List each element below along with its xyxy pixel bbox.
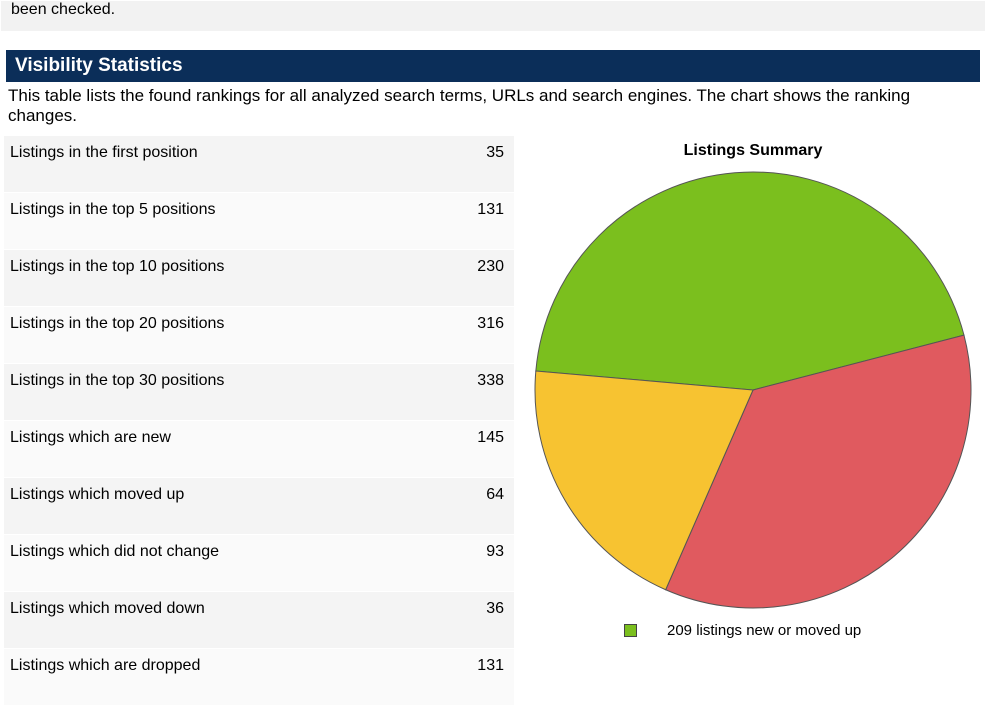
stat-label: Listings in the top 5 positions — [10, 201, 215, 219]
stat-value: 35 — [486, 144, 508, 162]
stat-label: Listings in the top 30 positions — [10, 372, 224, 390]
stat-label: Listings in the first position — [10, 144, 198, 162]
stat-row: Listings in the top 30 positions 338 — [4, 364, 514, 421]
stat-label: Listings which moved up — [10, 486, 184, 504]
stat-value: 145 — [477, 429, 508, 447]
stat-label: Listings which are dropped — [10, 657, 200, 675]
stat-label: Listings in the top 10 positions — [10, 258, 224, 276]
legend-label: 209 listings new or moved up — [667, 622, 861, 639]
previous-section-fragment: been checked. — [0, 0, 986, 32]
stat-value: 338 — [477, 372, 508, 390]
stat-row: Listings which moved down 36 — [4, 592, 514, 649]
section-description: This table lists the found rankings for … — [0, 82, 986, 136]
stat-row: Listings in the top 20 positions 316 — [4, 307, 514, 364]
pie-chart — [533, 170, 973, 610]
stat-value: 316 — [477, 315, 508, 333]
stat-row: Listings which are dropped 131 — [4, 649, 514, 706]
stat-value: 36 — [486, 600, 508, 618]
stat-value: 131 — [477, 201, 508, 219]
section-gap — [0, 32, 986, 50]
legend-swatch — [624, 624, 637, 637]
stat-value: 230 — [477, 258, 508, 276]
stat-row: Listings which are new 145 — [4, 421, 514, 478]
stat-label: Listings in the top 20 positions — [10, 315, 224, 333]
stat-value: 93 — [486, 543, 508, 561]
stat-row: Listings in the top 10 positions 230 — [4, 250, 514, 307]
chart-title: Listings Summary — [524, 142, 982, 160]
fragment-text: been checked. — [11, 1, 115, 18]
content-row: Listings in the first position35Listings… — [0, 136, 986, 706]
stat-row: Listings which moved up 64 — [4, 478, 514, 535]
stat-value: 64 — [486, 486, 508, 504]
legend-row: 209 listings new or moved up — [624, 622, 861, 639]
stats-table: Listings in the first position35Listings… — [4, 136, 514, 706]
stat-label: Listings which moved down — [10, 600, 205, 618]
chart-legend: 209 listings new or moved up — [524, 622, 982, 641]
section-header: Visibility Statistics — [6, 50, 980, 82]
stat-row: Listings which did not change 93 — [4, 535, 514, 592]
section-title: Visibility Statistics — [15, 55, 183, 76]
stat-label: Listings which did not change — [10, 543, 219, 561]
stat-row: Listings in the first position 35 — [4, 136, 514, 193]
stat-value: 131 — [477, 657, 508, 675]
chart-column: Listings Summary 209 listings new or mov… — [514, 136, 982, 641]
stat-row: Listings in the top 5 positions 131 — [4, 193, 514, 250]
stat-label: Listings which are new — [10, 429, 171, 447]
